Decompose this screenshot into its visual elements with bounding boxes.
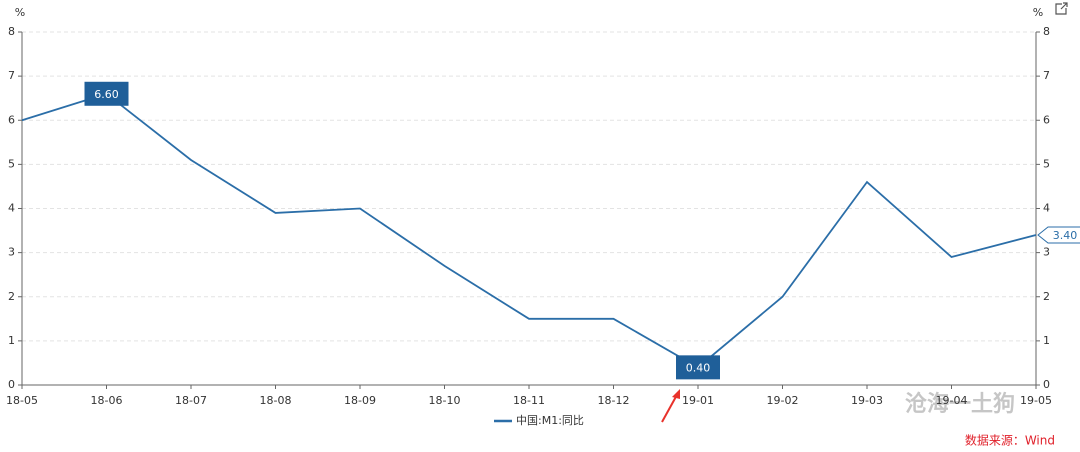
value-label-box	[676, 355, 720, 380]
export-box[interactable]	[1055, 3, 1067, 15]
y2-tick-label: 3	[1043, 246, 1050, 259]
y-unit: %	[15, 6, 25, 19]
y-tick-label: 3	[8, 246, 15, 259]
y2-unit: %	[1033, 6, 1043, 19]
x-tick-label: 18-06	[91, 394, 123, 407]
x-tick-label: 18-10	[429, 394, 461, 407]
x-tick-label: 18-09	[344, 394, 376, 407]
value-label: 3.40	[1053, 229, 1078, 242]
y2-tick-label: 0	[1043, 378, 1050, 391]
x-tick-label: 19-02	[767, 394, 799, 407]
export-icon[interactable]	[1055, 2, 1068, 15]
x-tick-label: 19-01	[682, 394, 714, 407]
x-tick-label: 18-08	[260, 394, 292, 407]
y-tick-label: 5	[8, 157, 15, 170]
y2-tick-label: 2	[1043, 290, 1050, 303]
y2-tick-label: 6	[1043, 113, 1050, 126]
x-tick-label: 18-07	[175, 394, 207, 407]
y2-tick-label: 8	[1043, 25, 1050, 38]
value-label-box	[84, 81, 129, 106]
y2-tick-label: 1	[1043, 334, 1050, 347]
series-line	[21, 92, 1037, 369]
legend-label: 中国:M1:同比	[516, 414, 584, 427]
x-tick-label: 19-03	[851, 394, 883, 407]
y-tick-label: 0	[8, 378, 15, 391]
y2-tick-label: 7	[1043, 69, 1050, 82]
y2-tick-label: 4	[1043, 202, 1050, 215]
x-tick-label: 18-12	[598, 394, 630, 407]
y-tick-label: 2	[8, 290, 15, 303]
value-label: 6.60	[94, 88, 119, 101]
y-tick-label: 6	[8, 113, 15, 126]
y-tick-label: 1	[8, 334, 15, 347]
export-arrow[interactable]	[1060, 2, 1068, 10]
y-tick-label: 8	[8, 25, 15, 38]
watermark: 沧海一土狗	[905, 391, 1015, 417]
annotation-arrowhead	[672, 389, 680, 399]
y-tick-label: 7	[8, 69, 15, 82]
x-tick-label: 18-05	[6, 394, 38, 407]
source: 数据来源：Wind	[965, 433, 1055, 448]
x-tick-label: 19-05	[1020, 394, 1052, 407]
value-label-box	[1037, 226, 1080, 244]
value-label: 0.40	[686, 361, 711, 374]
annotation-arrow	[661, 392, 679, 423]
x-tick-label: 18-11	[513, 394, 545, 407]
y2-tick-label: 5	[1043, 157, 1050, 170]
y-tick-label: 4	[8, 202, 15, 215]
x-tick-label: 19-04	[936, 394, 968, 407]
